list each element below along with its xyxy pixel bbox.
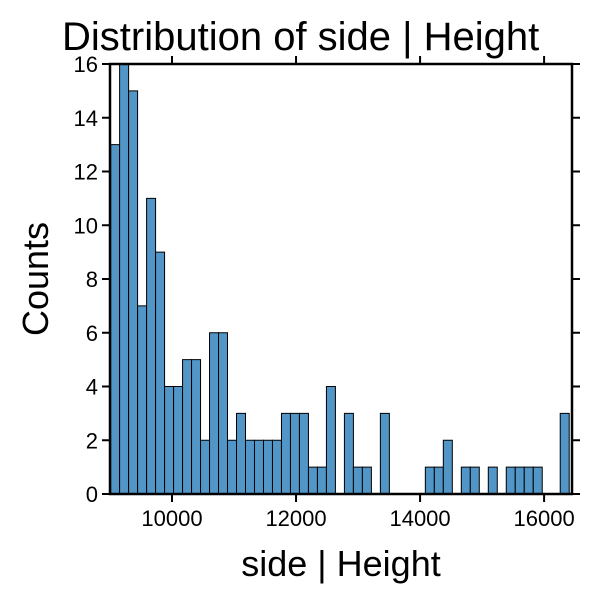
bar	[128, 90, 139, 495]
bar	[155, 251, 166, 495]
bar	[505, 466, 516, 495]
bar	[236, 412, 246, 495]
bar	[280, 412, 291, 495]
bar	[514, 466, 525, 495]
bar	[289, 412, 300, 495]
bar	[253, 439, 264, 495]
bar	[137, 305, 148, 495]
bar	[325, 386, 336, 495]
bar	[146, 197, 157, 495]
x-tick-label: 16000	[514, 506, 575, 531]
bar	[469, 466, 480, 495]
y-tick-label: 2	[86, 428, 98, 453]
bar	[442, 439, 453, 495]
x-axis-label: side | Height	[241, 543, 440, 584]
y-axis-label: Counts	[15, 222, 56, 336]
bar	[352, 466, 363, 495]
y-tick-label: 8	[86, 267, 98, 292]
bar	[164, 386, 175, 495]
bar	[191, 359, 202, 495]
y-tick-label: 14	[74, 106, 98, 131]
bar	[271, 439, 282, 495]
bar	[487, 466, 498, 495]
y-tick-label: 10	[74, 213, 98, 238]
bar	[119, 63, 130, 495]
bar	[316, 466, 327, 495]
x-tick-label: 10000	[141, 506, 202, 531]
y-tick-label: 12	[74, 160, 98, 185]
y-tick-label: 4	[86, 375, 98, 400]
bar	[424, 466, 435, 495]
bar	[244, 439, 255, 495]
bar	[298, 412, 309, 495]
y-tick-label: 16	[74, 52, 98, 77]
bar	[523, 466, 534, 495]
bar	[200, 439, 211, 495]
bar	[433, 466, 444, 495]
chart-title: Distribution of side | Height	[62, 15, 539, 59]
bar	[559, 412, 570, 495]
bar	[182, 359, 193, 495]
bar	[379, 412, 390, 495]
bar	[227, 439, 238, 495]
bar	[209, 332, 220, 495]
bar	[361, 466, 372, 495]
bar	[343, 412, 354, 495]
y-tick-label: 6	[86, 321, 98, 346]
y-tick-label: 0	[86, 482, 98, 507]
bar	[173, 386, 184, 495]
bar	[110, 144, 121, 495]
bar	[307, 466, 318, 495]
bar	[460, 466, 471, 495]
bar	[218, 332, 229, 495]
x-tick-label: 14000	[389, 506, 450, 531]
bar	[532, 466, 543, 495]
x-tick-label: 12000	[265, 506, 326, 531]
bar	[262, 439, 273, 495]
